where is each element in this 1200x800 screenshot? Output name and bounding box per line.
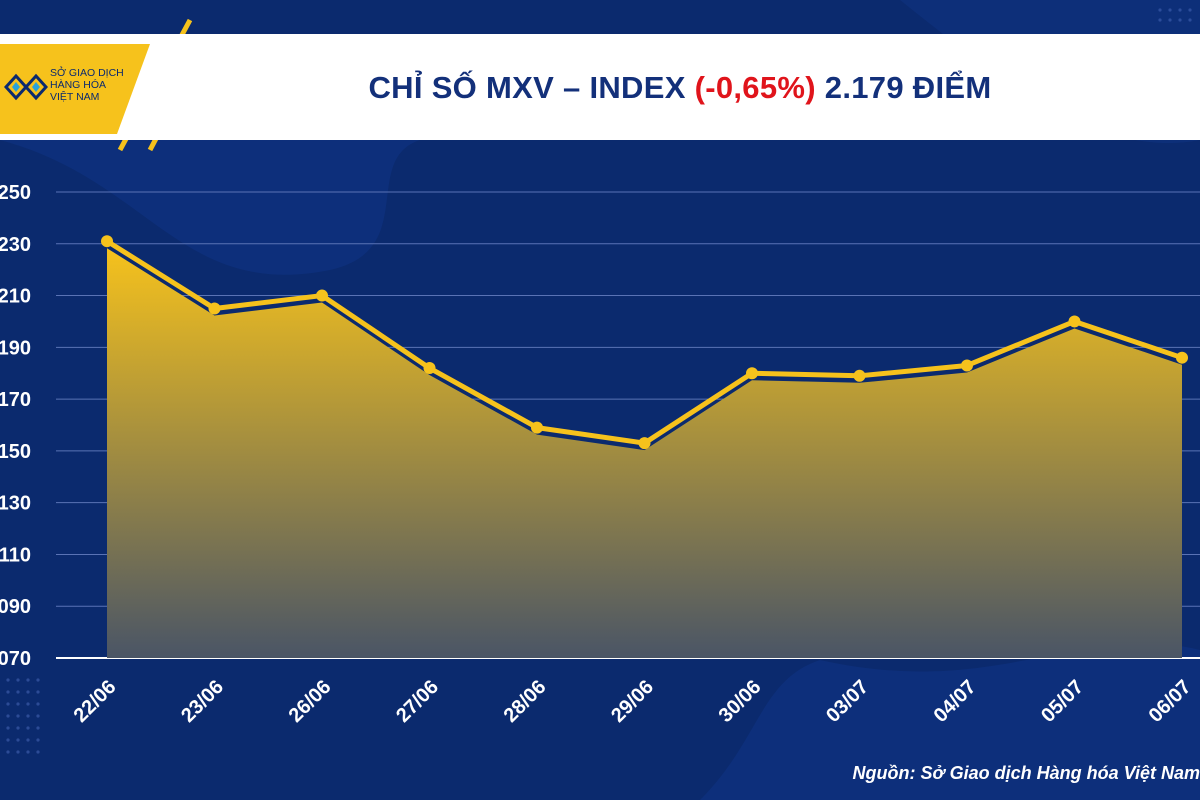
x-tick-label: 26/06	[285, 676, 336, 727]
x-tick-label: 04/07	[930, 676, 981, 727]
data-point	[423, 362, 436, 375]
area-shape	[107, 248, 1182, 658]
y-tick-label: 130	[0, 493, 31, 515]
logo-line-1: SỞ GIAO DỊCH	[50, 67, 124, 79]
x-tick-label: 06/07	[1145, 676, 1196, 727]
x-tick-label: 23/06	[177, 676, 228, 727]
source-note: Nguồn: Sở Giao dịch Hàng hóa Việt Nam	[852, 763, 1200, 783]
data-point	[316, 289, 328, 302]
data-point	[961, 359, 973, 372]
x-tick-label: 22/06	[70, 676, 121, 727]
area-fill	[107, 248, 1182, 658]
title-prefix: CHỈ SỐ MXV – INDEX	[368, 70, 695, 105]
logo-text: SỞ GIAO DỊCH HÀNG HÓA VIỆT NAM	[50, 67, 160, 103]
logo-line-2: HÀNG HÓA	[50, 79, 107, 91]
y-tick-label: 210	[0, 286, 31, 308]
data-point	[1068, 315, 1081, 328]
data-point	[208, 302, 221, 315]
data-point	[531, 421, 543, 434]
y-tick-label: 170	[0, 389, 31, 411]
x-tick-label: 05/07	[1037, 676, 1088, 727]
x-tick-label: 30/06	[715, 676, 766, 727]
data-point	[746, 367, 758, 380]
header-band	[0, 34, 1200, 140]
x-tick-label: 27/06	[392, 676, 443, 727]
logo-line-3: VIỆT NAM	[50, 91, 100, 103]
mxv-logo-icon	[4, 73, 48, 101]
y-tick-label: 090	[0, 596, 31, 618]
data-point	[638, 437, 651, 450]
y-tick-label: 110	[0, 544, 31, 566]
data-point	[101, 235, 113, 248]
chart-title: CHỈ SỐ MXV – INDEX (-0,65%) 2.179 ĐIỂM	[0, 70, 1200, 106]
data-point	[853, 369, 866, 382]
y-tick-label: 190	[0, 337, 31, 359]
data-point	[1176, 351, 1188, 364]
title-change: (-0,65%)	[694, 70, 816, 105]
data-points	[101, 235, 1188, 450]
y-tick-label: 250	[0, 182, 31, 204]
x-tick-label: 03/07	[822, 676, 873, 727]
y-axis-ticks: 250 230 210 190 170 150 130 110 090 070	[0, 182, 31, 670]
x-axis-ticks: 22/06 23/06 26/06 27/06 28/06 29/06 30/06 03/07…	[70, 676, 1196, 727]
y-tick-label: 070	[0, 648, 31, 670]
title-suffix: 2.179 ĐIỂM	[815, 70, 992, 105]
y-tick-label: 150	[0, 441, 31, 463]
y-tick-label: 230	[0, 234, 31, 256]
x-tick-label: 28/06	[500, 676, 551, 727]
x-tick-label: 29/06	[607, 676, 658, 727]
